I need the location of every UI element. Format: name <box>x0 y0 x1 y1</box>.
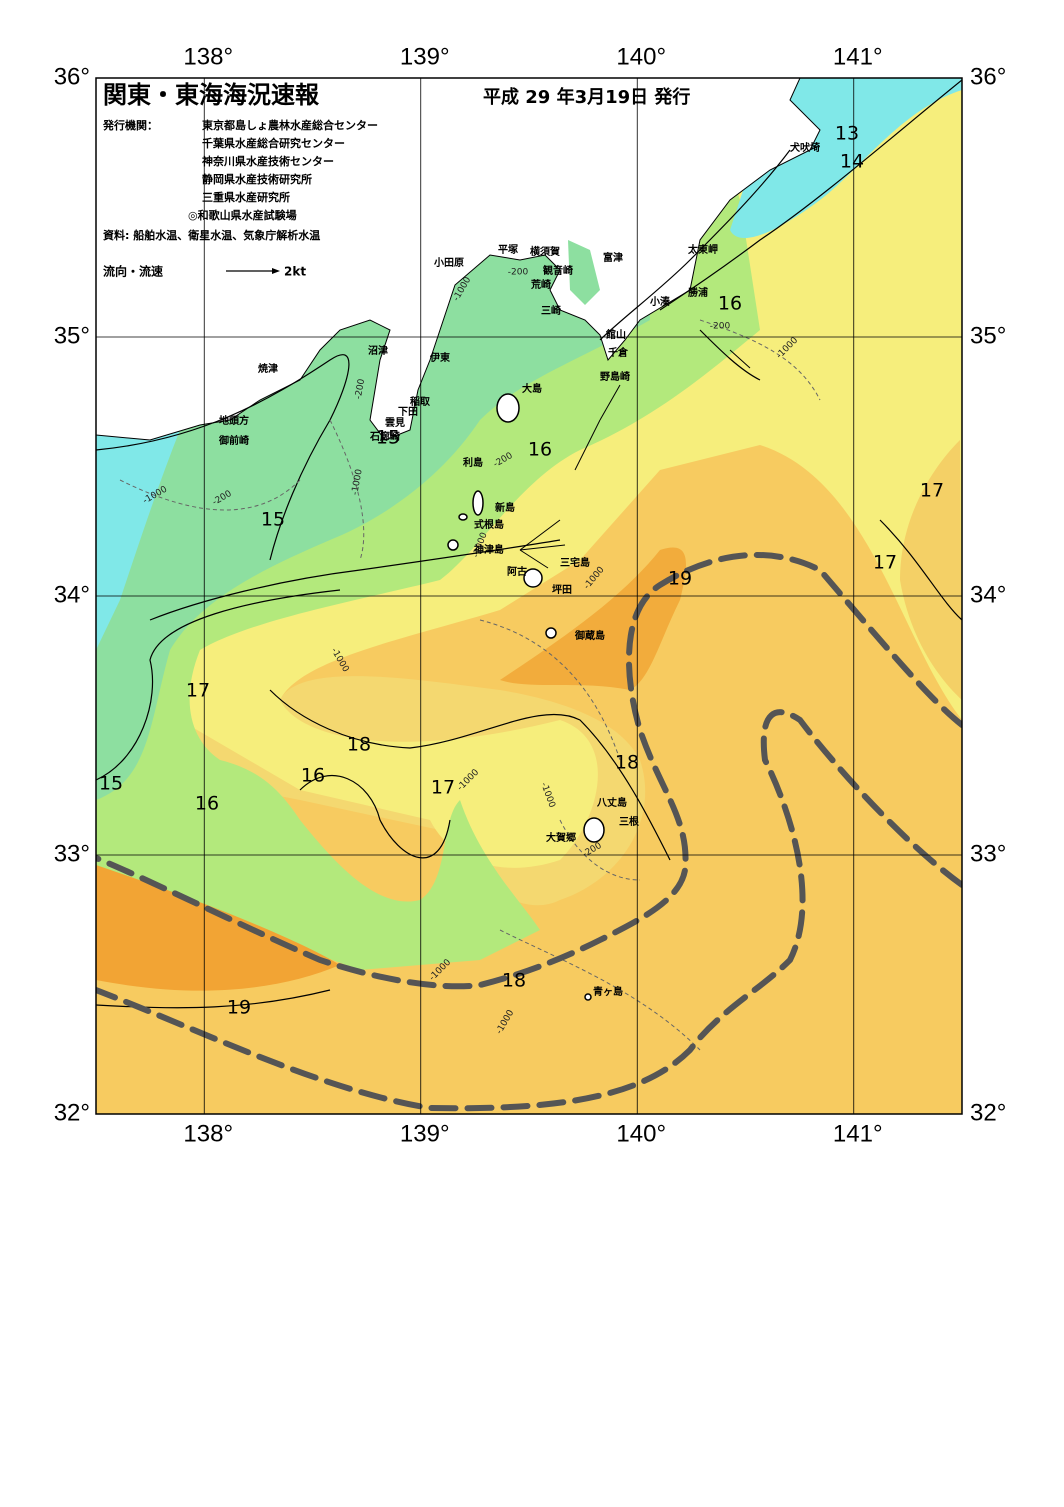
issuer: 静岡県水産技術研究所 <box>202 172 312 186</box>
legend-arrowhead <box>272 268 280 274</box>
isotherm-label: 16 <box>718 293 742 315</box>
place-name: 式根島 <box>474 518 504 531</box>
place-name: 新島 <box>495 501 515 514</box>
isotherm-label: 17 <box>873 552 897 574</box>
lat-label-right: 32° <box>970 1099 1006 1126</box>
isotherm-label: 19 <box>227 997 251 1019</box>
place-name: 八丈島 <box>596 796 627 809</box>
place-name: 伊東 <box>429 351 450 364</box>
lon-label-bottom: 140° <box>616 1120 666 1147</box>
isotherm-label: 16 <box>195 793 219 815</box>
place-name: 沼津 <box>368 344 388 357</box>
lat-label-left: 33° <box>54 840 90 867</box>
lat-label-right: 35° <box>970 322 1006 349</box>
place-name: 坪田 <box>552 583 572 596</box>
isotherm-label: 18 <box>502 970 526 992</box>
depth-label: -200 <box>508 268 529 278</box>
place-name: 雲見 <box>385 417 405 429</box>
lat-label-right: 33° <box>970 840 1006 867</box>
isotherm-label: 18 <box>347 734 371 756</box>
depth-label: -200 <box>710 322 731 332</box>
issuer: 千葉県水産総合研究センター <box>202 136 345 150</box>
place-name: 稲取 <box>410 395 431 408</box>
isotherm-label: 13 <box>835 123 859 145</box>
place-name: 平塚 <box>498 243 518 256</box>
place-name: 荒崎 <box>530 278 551 291</box>
isotherm-label: 18 <box>615 752 639 774</box>
title: 関東・東海海況速報 <box>103 81 320 109</box>
place-name: 青ヶ島 <box>593 985 623 998</box>
place-name: 三崎 <box>541 304 561 317</box>
place-name: 三宅島 <box>560 556 590 569</box>
place-name: 小湊 <box>649 295 671 308</box>
place-name: 三根 <box>619 815 639 828</box>
place-name: 阿古 <box>507 565 527 578</box>
place-name: 下田 <box>398 406 418 418</box>
isotherm-label: 16 <box>301 765 325 787</box>
isotherm-label: 19 <box>668 568 692 590</box>
place-name: 横須賀 <box>530 245 560 258</box>
place-name: 千倉 <box>608 346 629 359</box>
lon-label-top: 139° <box>400 43 450 70</box>
isotherm-label: 15 <box>99 773 123 795</box>
lat-label-left: 32° <box>54 1099 90 1126</box>
place-name: 御蔵島 <box>574 629 605 642</box>
isotherm-label: 15 <box>261 509 285 531</box>
temperature-field <box>96 78 962 1114</box>
isotherm-label: 15 <box>376 427 400 449</box>
place-name: 大島 <box>522 382 542 395</box>
isotherm-label: 16 <box>528 439 552 461</box>
lon-label-top: 138° <box>183 43 233 70</box>
issuer: 三重県水産研究所 <box>202 190 290 204</box>
isotherm-label: 17 <box>920 480 944 502</box>
lon-label-top: 140° <box>616 43 666 70</box>
source: 資料: 船舶水温、衛星水温、気象庁解析水温 <box>103 228 320 242</box>
depth-label: -200 <box>354 378 367 400</box>
issue-date: 平成 29 年3月19日 発行 <box>483 86 690 108</box>
lat-label-left: 34° <box>54 581 90 608</box>
place-name: 神津島 <box>474 543 504 556</box>
issuer: 東京都島しょ農林水産総合センター <box>202 118 378 132</box>
lon-label-top: 141° <box>833 43 883 70</box>
place-name: 観音崎 <box>543 264 573 277</box>
issuers-label: 発行機関： <box>102 118 158 132</box>
isotherm-label: 17 <box>186 680 210 702</box>
lat-label-right: 34° <box>970 581 1006 608</box>
map-frame <box>95 77 963 1115</box>
place-name: 館山 <box>605 328 626 341</box>
place-name: 焼津 <box>258 362 278 375</box>
place-name: 御前崎 <box>218 434 249 447</box>
place-name: 利島 <box>463 456 483 469</box>
place-name: 大賀郷 <box>546 831 576 844</box>
issuer: 神奈川県水産技術センター <box>202 154 334 168</box>
lat-label-left: 35° <box>54 322 90 349</box>
legend-label: 流向・流速 <box>103 264 163 279</box>
issuer: ◎和歌山県水産試験場 <box>188 208 297 222</box>
place-name: 地頭方 <box>219 414 249 427</box>
place-name: 小田原 <box>433 256 464 269</box>
place-name: 犬吠埼 <box>790 141 820 154</box>
isotherm-label: 14 <box>840 151 864 173</box>
depth-label: -1000 <box>350 468 364 496</box>
isotherm-label: 17 <box>431 777 455 799</box>
place-name: 富津 <box>603 251 623 264</box>
lon-label-bottom: 139° <box>400 1120 450 1147</box>
lat-label-left: 36° <box>54 63 90 90</box>
place-name: 野島崎 <box>600 370 630 383</box>
place-name: 石廊崎 <box>369 430 400 443</box>
place-name: 勝浦 <box>688 286 708 299</box>
place-name: 太東岬 <box>687 243 718 256</box>
lat-label-right: 36° <box>970 63 1006 90</box>
lon-label-bottom: 141° <box>833 1120 883 1147</box>
lon-label-bottom: 138° <box>183 1120 233 1147</box>
legend-scale: 2kt <box>284 265 306 279</box>
